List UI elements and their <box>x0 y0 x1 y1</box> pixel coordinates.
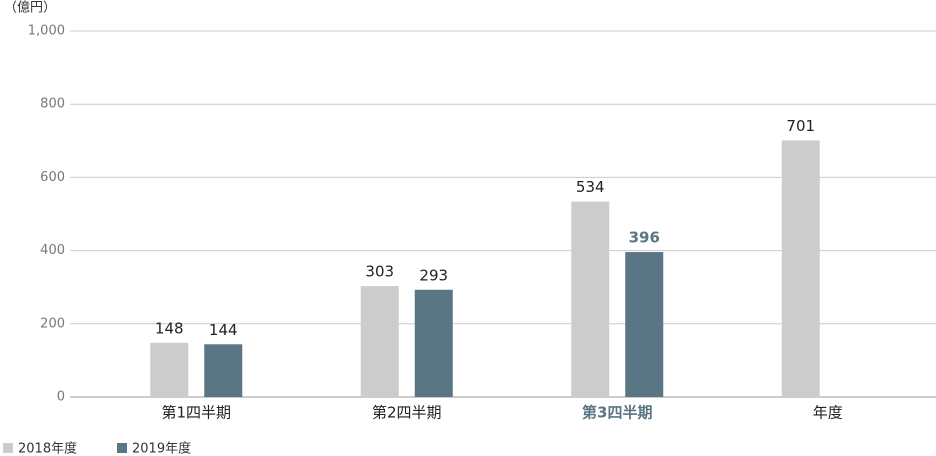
value-label: 144 <box>209 321 238 339</box>
legend-swatch <box>3 443 13 453</box>
y-tick-label: 400 <box>40 243 65 258</box>
y-tick-label: 1,000 <box>28 24 65 39</box>
bar <box>571 201 610 397</box>
y-tick-label: 0 <box>57 390 65 405</box>
value-label: 148 <box>155 319 184 337</box>
bar <box>204 344 243 397</box>
x-tick-label: 年度 <box>813 404 843 422</box>
value-label: 293 <box>419 266 448 284</box>
bar <box>360 286 399 397</box>
y-tick-label: 800 <box>40 97 65 112</box>
y-tick-label: 600 <box>40 170 65 185</box>
value-label: 701 <box>786 117 815 135</box>
bar <box>414 289 453 397</box>
unit-label: （億円） <box>4 0 56 16</box>
value-label: 534 <box>576 178 605 196</box>
x-tick-label: 第3四半期 <box>582 404 652 422</box>
y-tick-label: 200 <box>40 316 65 331</box>
bar <box>150 342 189 397</box>
value-label: 303 <box>365 263 394 281</box>
legend-label: 2019年度 <box>132 441 191 456</box>
legend-label: 2018年度 <box>18 441 77 456</box>
bar <box>625 252 664 397</box>
bar <box>781 140 820 397</box>
value-label: 396 <box>629 229 660 247</box>
x-tick-label: 第2四半期 <box>372 404 442 422</box>
legend-swatch <box>117 443 127 453</box>
x-tick-label: 第1四半期 <box>161 404 231 422</box>
